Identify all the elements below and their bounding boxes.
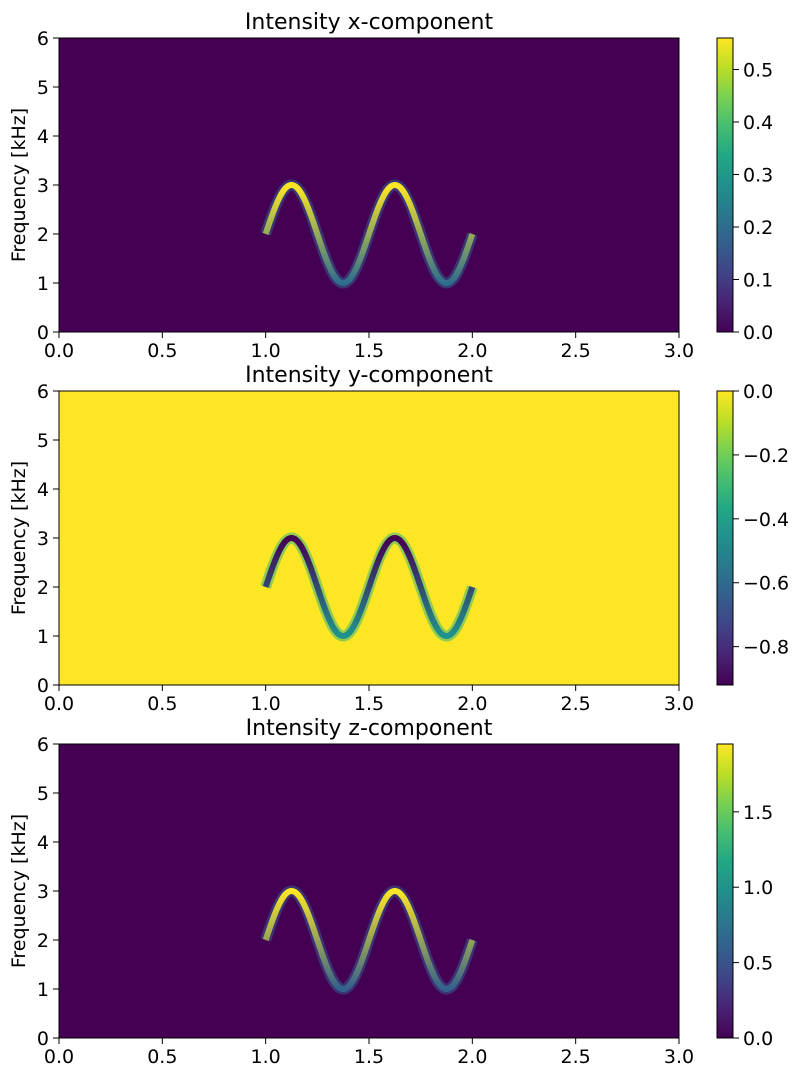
y-tick-label: 6 — [37, 381, 49, 403]
x-tick-label: 0.0 — [44, 693, 74, 715]
colorbar-tick-label: 0.5 — [743, 60, 773, 82]
colorbar-tick-label: 0.3 — [743, 165, 773, 187]
x-tick-label: 2.0 — [457, 693, 487, 715]
y-tick-label: 3 — [37, 175, 49, 197]
colorbar-tick-label: −0.4 — [743, 509, 789, 531]
x-tick-label: 1.5 — [354, 1046, 384, 1068]
y-tick-label: 6 — [37, 734, 49, 756]
x-tick-label: 0.5 — [147, 693, 177, 715]
y-tick-label: 3 — [37, 881, 49, 903]
y-tick-label: 0 — [37, 675, 49, 697]
colorbar — [716, 390, 734, 686]
x-tick-label: 1.0 — [251, 340, 281, 362]
x-tick-label: 1.0 — [251, 1046, 281, 1068]
y-tick-label: 4 — [37, 832, 49, 854]
x-tick-label: 3.0 — [664, 693, 694, 715]
x-tick-label: 2.0 — [457, 1046, 487, 1068]
y-tick-label: 2 — [37, 930, 49, 952]
x-tick-label: 0.5 — [147, 340, 177, 362]
signal-ridge — [262, 887, 476, 993]
signal-ridge — [262, 534, 476, 640]
colorbar-tick-label: 1.5 — [743, 802, 773, 824]
chart-title: Intensity y-component — [245, 363, 493, 388]
y-tick-label: 4 — [37, 126, 49, 148]
colorbar-tick-label: 1.0 — [743, 877, 773, 899]
y-axis-label: Frequency [kHz] — [8, 108, 30, 262]
heatmap-background — [59, 744, 679, 1038]
colorbar-tick-label: 0.0 — [743, 381, 773, 403]
colorbar — [716, 743, 734, 1039]
y-tick-label: 5 — [37, 77, 49, 99]
colorbar-tick-label: 0.0 — [743, 1028, 773, 1050]
signal-ridge — [262, 181, 476, 287]
colorbar-tick-label: −0.6 — [743, 573, 789, 595]
x-tick-label: 0.0 — [44, 1046, 74, 1068]
x-tick-label: 2.5 — [561, 340, 591, 362]
colorbar-tick-label: −0.2 — [743, 445, 789, 467]
panel-1: Intensity y-component 0.0 0.5 1.0 1.5 2.0 2.5 3… — [8, 363, 789, 715]
y-tick-label: 5 — [37, 783, 49, 805]
colorbar-tick-label: 0.5 — [743, 953, 773, 975]
x-tick-label: 3.0 — [664, 1046, 694, 1068]
heatmap-background — [59, 391, 679, 685]
y-tick-label: 0 — [37, 322, 49, 344]
x-tick-label: 0.5 — [147, 1046, 177, 1068]
x-tick-label: 1.0 — [251, 693, 281, 715]
chart-title: Intensity x-component — [245, 10, 494, 35]
y-tick-label: 0 — [37, 1028, 49, 1050]
x-tick-label: 1.5 — [354, 693, 384, 715]
y-axis-label: Frequency [kHz] — [8, 461, 30, 615]
y-tick-label: 2 — [37, 577, 49, 599]
x-tick-label: 2.0 — [457, 340, 487, 362]
heatmap-background — [59, 38, 679, 332]
y-tick-label: 6 — [37, 28, 49, 50]
y-tick-label: 1 — [37, 979, 49, 1001]
colorbar-tick-label: 0.2 — [743, 217, 773, 239]
colorbar-tick-label: 0.4 — [743, 112, 773, 134]
x-tick-label: 1.5 — [354, 340, 384, 362]
y-tick-label: 1 — [37, 273, 49, 295]
colorbar-tick-label: −0.8 — [743, 637, 789, 659]
y-tick-label: 2 — [37, 224, 49, 246]
panel-2: Intensity z-component 0.0 0.5 1.0 1.5 2.0 2.5 3… — [8, 716, 773, 1068]
x-tick-label: 2.5 — [561, 693, 591, 715]
x-tick-label: 0.0 — [44, 340, 74, 362]
y-tick-label: 4 — [37, 479, 49, 501]
colorbar-tick-label: 0.0 — [743, 322, 773, 344]
x-tick-label: 2.5 — [561, 1046, 591, 1068]
colorbar-tick-label: 0.1 — [743, 270, 773, 292]
chart-title: Intensity z-component — [246, 716, 493, 741]
colorbar — [716, 37, 734, 333]
y-tick-label: 5 — [37, 430, 49, 452]
x-tick-label: 3.0 — [664, 340, 694, 362]
y-axis-label: Frequency [kHz] — [8, 814, 30, 968]
y-tick-label: 1 — [37, 626, 49, 648]
y-tick-label: 3 — [37, 528, 49, 550]
panel-0: Intensity x-component 0.0 0.5 1.0 1.5 2.0 2.5 3… — [8, 10, 773, 362]
